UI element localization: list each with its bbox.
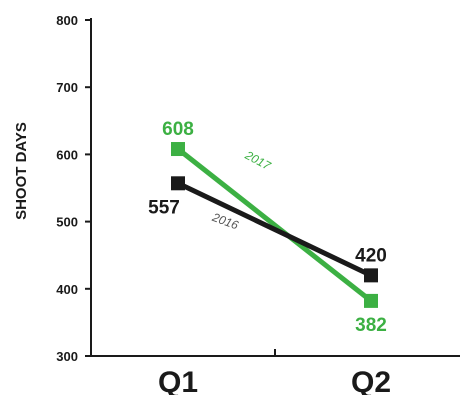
data-label-2016-q2: 420: [355, 245, 387, 266]
y-tick-label-600: 600: [56, 147, 78, 162]
data-label-2016-q1: 557: [148, 197, 180, 218]
data-label-2017-q1: 608: [162, 119, 194, 140]
data-point-2016-q2: [364, 268, 378, 283]
series-label-2017: 2017: [242, 148, 274, 174]
x-tick-label-q1: Q1: [158, 366, 198, 395]
series-line-2016: [176, 181, 373, 278]
y-tick-label-400: 400: [56, 282, 78, 297]
y-tick-label-300: 300: [56, 349, 78, 364]
y-tick-label-500: 500: [56, 215, 78, 230]
data-label-2017-q2: 382: [355, 315, 387, 336]
y-tick-label-700: 700: [56, 80, 78, 95]
y-axis: 300 400 500 600 700 800: [56, 13, 92, 364]
x-axis: Q1 Q2: [91, 349, 460, 395]
y-tick-label-800: 800: [56, 13, 78, 28]
y-axis-title: SHOOT DAYS: [13, 122, 30, 220]
x-tick-label-q2: Q2: [351, 366, 391, 395]
series-line-2017: [176, 147, 373, 303]
data-point-2016-q1: [171, 176, 185, 191]
data-point-2017-q2: [364, 293, 378, 308]
data-point-2017-q1: [171, 142, 185, 157]
